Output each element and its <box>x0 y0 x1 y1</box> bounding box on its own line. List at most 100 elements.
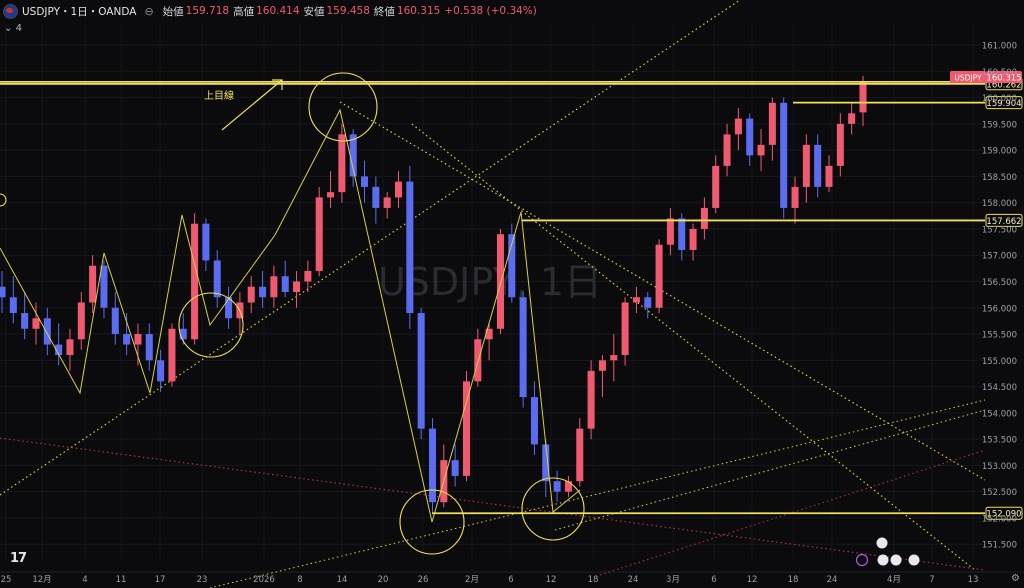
lightning-icon[interactable] <box>855 553 869 567</box>
event-flag-icon[interactable] <box>908 554 920 566</box>
price-tick-label: 152.500 <box>982 488 1017 498</box>
price-tick-label: 157.000 <box>982 252 1017 262</box>
price-tick-label: 159.000 <box>982 147 1017 157</box>
minus-circle-icon[interactable]: ⊖ <box>144 4 154 18</box>
candle-body <box>428 428 437 503</box>
chevron-down-icon: ⌄ <box>4 23 13 34</box>
price-tick-label: 155.500 <box>982 331 1017 341</box>
symbol-header: USDJPY・1日・OANDA ⊖ 始値 159.718 高値 160.414 … <box>0 0 537 22</box>
candle-body <box>598 360 606 371</box>
candle-body <box>293 281 301 292</box>
change-value: +0.538 (+0.34%) <box>444 5 537 17</box>
candle-body <box>462 381 470 476</box>
candle-body <box>123 334 131 345</box>
time-tick-label: 26 <box>418 575 429 585</box>
time-tick-label: 25 <box>1 575 12 585</box>
candle-body <box>530 397 538 445</box>
candle-body <box>21 313 29 329</box>
level-tag <box>985 213 1023 227</box>
candle-body <box>372 186 380 208</box>
candle-body <box>361 176 369 187</box>
indicator-count: 4 <box>15 23 22 34</box>
time-tick-label: 7 <box>929 575 934 585</box>
zigzag-path <box>0 108 581 523</box>
highlight-circle <box>178 292 244 358</box>
time-tick-label: 12 <box>546 575 557 585</box>
time-tick-label: 6 <box>508 575 513 585</box>
symbol-tag-label: USDJPY <box>954 74 982 83</box>
symbol-watermark: USDJPY, 1日 <box>378 260 602 304</box>
candle-body <box>508 234 516 298</box>
time-tick-label: 11 <box>116 575 127 585</box>
tradingview-logo: 17 <box>10 551 27 566</box>
event-flag-icon[interactable] <box>877 554 889 566</box>
price-tick-label: 156.000 <box>982 304 1017 314</box>
candle-body <box>43 318 51 345</box>
candle-body <box>304 270 312 282</box>
time-tick-label: 14 <box>337 575 348 585</box>
event-flag-icon[interactable] <box>876 537 888 549</box>
candle-body <box>157 360 165 382</box>
candle-body <box>542 444 550 482</box>
candle-body <box>145 334 153 361</box>
price-tick-label: 155.000 <box>982 357 1017 367</box>
candle-body <box>610 355 618 361</box>
candle-body <box>768 102 776 145</box>
symbol-tag <box>950 71 986 84</box>
level-value: 159.904 <box>986 99 1021 109</box>
highlight-circle <box>399 489 465 555</box>
time-tick-label: 2026 <box>253 575 275 585</box>
candle-body <box>474 339 482 382</box>
candle-body <box>576 428 584 482</box>
event-flag-icon[interactable] <box>890 554 902 566</box>
candle-body <box>666 218 674 245</box>
price-tick-label: 153.500 <box>982 436 1017 446</box>
time-tick-label: 17 <box>155 575 166 585</box>
direction-arrow <box>221 79 283 131</box>
trendline-resistance-down-2 <box>411 123 976 571</box>
candle-body <box>259 286 267 298</box>
candle-body <box>564 481 572 492</box>
candle-body <box>225 297 233 319</box>
time-tick-label: 4月 <box>887 575 901 585</box>
symbol-title[interactable]: USDJPY・1日・OANDA <box>22 5 137 18</box>
candle-body <box>836 123 844 166</box>
candle-body <box>383 197 391 208</box>
highlight-circle <box>308 72 378 142</box>
time-tick-label: 18 <box>788 575 799 585</box>
candle-body <box>678 218 686 250</box>
candle-body <box>134 334 142 345</box>
candle-body <box>519 297 527 398</box>
candle-body <box>655 244 663 308</box>
candle-body <box>712 165 720 208</box>
candle-body <box>485 328 493 340</box>
price-tick-label: 158.000 <box>982 199 1017 209</box>
candle-body <box>9 297 17 314</box>
price-tick-label: 160.000 <box>982 94 1017 104</box>
drawing-overlays <box>0 72 585 555</box>
time-axis[interactable]: 25 12月 4 11 17 23 2026 8 14 20 26 2月 6 12 18 24 3月 6 12 18 2… <box>1 575 979 585</box>
candle-body <box>814 144 822 187</box>
level-tag <box>985 96 1023 110</box>
candle-body <box>689 228 697 250</box>
candle-body <box>281 276 289 292</box>
settings-gear-icon[interactable]: ⚙ <box>1011 573 1020 584</box>
candle-body <box>55 344 63 356</box>
candle-body <box>0 286 6 298</box>
open-value: 159.718 <box>185 5 230 17</box>
price-tick-label: 158.500 <box>982 173 1017 183</box>
time-tick-label: 8 <box>297 575 302 585</box>
candle-body <box>757 144 765 156</box>
indicator-toggle[interactable]: ⌄ 4 <box>4 23 22 34</box>
price-tick-label: 156.500 <box>982 278 1017 288</box>
price-axis[interactable]: 161.000 160.500 160.000 159.500 159.000 158.5… <box>982 42 1017 551</box>
candle-body <box>338 134 346 193</box>
candle-body <box>349 134 357 177</box>
current-price-tag <box>986 71 1022 84</box>
candle-body <box>191 223 199 340</box>
event-icons[interactable] <box>855 537 920 567</box>
candle-body <box>723 134 731 166</box>
arrow-head <box>272 79 283 90</box>
candle-body <box>780 102 788 208</box>
